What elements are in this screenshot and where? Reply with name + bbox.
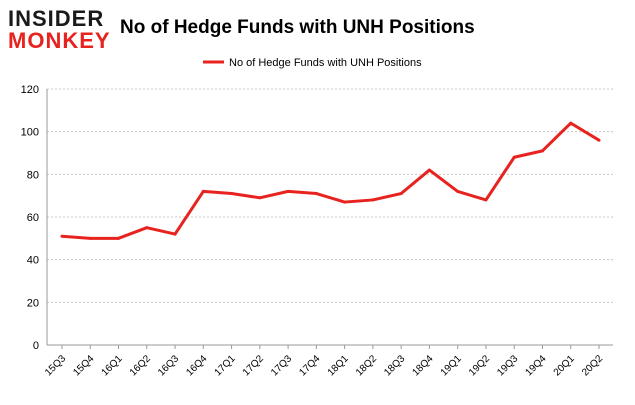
x-tick-label: 18Q4 [410,353,435,378]
x-tick-label: 17Q1 [213,353,238,378]
data-point [343,200,347,204]
y-tick-label: 100 [21,127,39,139]
x-tick-label: 16Q2 [128,353,153,378]
data-point [540,149,544,153]
data-point [286,189,290,193]
data-point [258,196,262,200]
data-point [88,236,92,240]
legend: No of Hedge Funds with UNH Positions [203,57,422,69]
data-point [569,121,573,125]
legend-label: No of Hedge Funds with UNH Positions [229,57,422,69]
data-point [371,198,375,202]
axes [46,89,613,346]
y-tick-label: 60 [27,212,39,224]
x-tick-label: 18Q3 [382,353,407,378]
x-tick-label: 16Q4 [184,353,209,378]
data-point [173,232,177,236]
x-tick-label: 20Q2 [580,353,605,378]
data-point [484,198,488,202]
data-point [399,192,403,196]
y-tick-label: 120 [21,84,39,96]
data-point [427,168,431,172]
y-tick-label: 0 [33,340,39,352]
data-point [314,192,318,196]
data-point [230,192,234,196]
x-tick-label: 19Q2 [467,353,492,378]
x-tick-label: 19Q1 [439,353,464,378]
chart-title: No of Hedge Funds with UNH Positions [120,17,475,38]
logo-top-text: INSIDER [8,6,104,31]
y-tick-label: 40 [27,255,39,267]
y-tick-label: 20 [27,297,39,309]
x-tick-label: 16Q1 [100,353,125,378]
x-tick-label: 17Q3 [269,353,294,378]
data-point [456,189,460,193]
logo-bottom-text: MONKEY [8,28,111,53]
data-point [512,155,516,159]
series [60,121,601,240]
x-tick-label: 20Q1 [552,353,577,378]
insider-monkey-logo: INSIDER MONKEY [8,6,111,53]
data-point [60,234,64,238]
x-axis-ticks: 15Q3 15Q4 16Q1 16Q2 16Q3 16Q4 17Q1 17Q2 17Q3 17Q4… [43,345,605,378]
x-tick-label: 16Q3 [156,353,181,378]
x-tick-label: 15Q3 [43,353,68,378]
y-tick-label: 80 [27,169,39,181]
x-tick-label: 19Q4 [524,353,549,378]
data-point [597,138,601,142]
x-tick-label: 17Q2 [241,353,266,378]
x-tick-label: 15Q4 [71,353,96,378]
x-tick-label: 17Q4 [297,353,322,378]
y-axis-ticks: 0 20 40 60 80 100 120 [21,84,39,352]
data-point [201,189,205,193]
x-tick-label: 18Q2 [354,353,379,378]
series-line [61,121,600,240]
data-point [117,236,121,240]
data-point [145,226,149,230]
x-tick-label: 18Q1 [326,353,351,378]
gridlines [47,88,613,303]
x-tick-label: 19Q3 [495,353,520,378]
